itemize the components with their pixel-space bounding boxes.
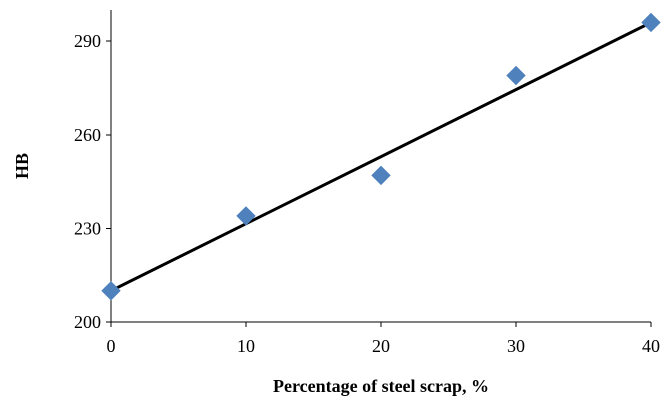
data-point [371, 165, 391, 186]
y-tick-label: 260 [74, 125, 101, 145]
y-tick-label: 230 [74, 218, 101, 238]
linear-trendline [110, 21, 652, 293]
data-point [236, 206, 256, 226]
x-tick-label: 10 [237, 336, 255, 356]
data-points [101, 12, 661, 301]
x-tick-label: 0 [107, 336, 116, 356]
x-axis-title: Percentage of steel scrap, % [273, 376, 489, 396]
x-axis-ticks: 0 10 20 30 40 [107, 322, 660, 356]
data-point [101, 281, 121, 301]
data-point [506, 65, 526, 86]
data-point [641, 12, 661, 33]
y-tick-label: 290 [74, 31, 101, 51]
plot-area: 200 230 260 290 0 10 20 30 40 [74, 10, 661, 356]
y-tick-label: 200 [74, 312, 101, 332]
x-tick-label: 30 [507, 336, 525, 356]
y-axis-ticks: 200 230 260 290 [74, 31, 111, 332]
x-tick-label: 20 [372, 336, 390, 356]
x-tick-label: 40 [642, 336, 660, 356]
y-axis-title: HB [12, 153, 32, 179]
